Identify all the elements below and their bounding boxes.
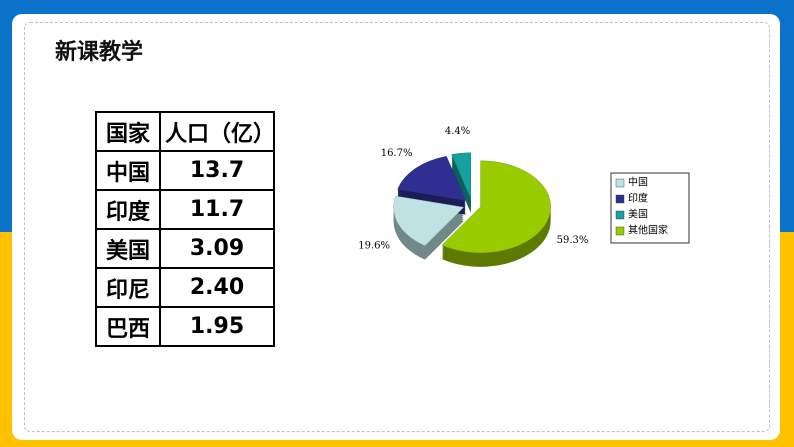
value-label: 16.7% — [381, 148, 413, 159]
country-cell: 巴西 — [95, 306, 161, 347]
legend-swatch — [615, 178, 625, 188]
population-cell: 3.09 — [159, 228, 275, 269]
value-label: 4.4% — [445, 126, 470, 137]
population-cell: 1.95 — [159, 306, 275, 347]
pie-slice — [393, 195, 465, 246]
table-row: 中国 13.7 — [95, 150, 275, 191]
table-row: 美国 3.09 — [95, 228, 275, 269]
pie-slice — [441, 160, 551, 254]
legend-swatch — [615, 210, 625, 220]
country-cell: 印度 — [95, 189, 161, 230]
legend-label: 其他国家 — [628, 224, 668, 237]
population-table: 国家 人口（亿） 中国 13.7 印度 11.7 美国 3.09 印尼 2.40 巴西 1.95 — [95, 111, 275, 347]
table-header: 国家 人口（亿） — [95, 111, 275, 152]
population-cell: 11.7 — [159, 189, 275, 230]
card-border — [24, 22, 770, 432]
table-row: 印尼 2.40 — [95, 267, 275, 308]
population-cell: 13.7 — [159, 150, 275, 191]
table-body: 国家 人口（亿） 中国 13.7 印度 11.7 美国 3.09 印尼 2.40 巴西 1.95 — [95, 111, 275, 347]
table-row: 巴西 1.95 — [95, 306, 275, 347]
country-cell: 中国 — [95, 150, 161, 191]
table-row: 印度 11.7 — [95, 189, 275, 230]
value-label: 59.3% — [557, 235, 589, 246]
legend-label: 美国 — [628, 208, 648, 221]
legend-swatch — [615, 194, 625, 204]
pie-slice — [451, 152, 472, 199]
header-cell: 人口（亿） — [159, 111, 275, 152]
country-cell: 美国 — [95, 228, 161, 269]
value-label: 19.6% — [358, 240, 390, 251]
legend-swatch — [615, 226, 625, 236]
legend-label: 中国 — [628, 176, 648, 189]
slide-title: 新课教学 — [55, 40, 144, 65]
pie-slice — [397, 156, 466, 201]
legend-label: 印度 — [628, 192, 648, 205]
country-cell: 印尼 — [95, 267, 161, 308]
header-cell: 国家 — [95, 111, 161, 152]
population-cell: 2.40 — [159, 267, 275, 308]
